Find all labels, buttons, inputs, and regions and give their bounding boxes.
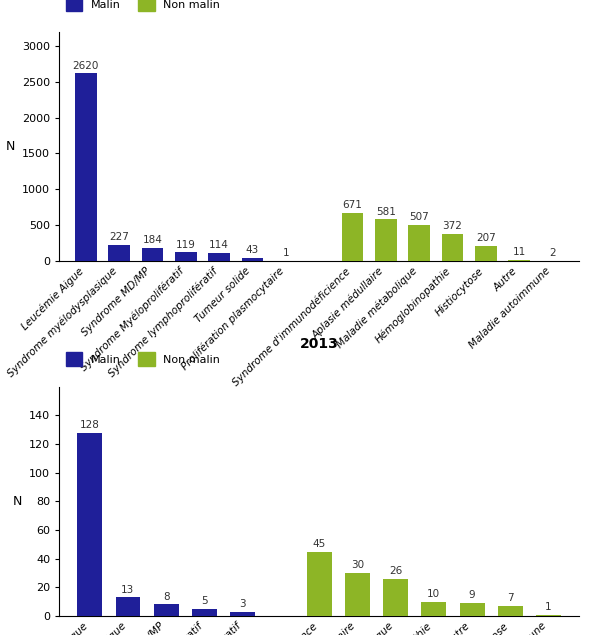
Bar xyxy=(460,603,485,616)
Bar xyxy=(475,246,496,261)
Bar xyxy=(192,609,217,616)
Bar xyxy=(208,253,230,261)
Text: 507: 507 xyxy=(410,212,429,222)
Bar xyxy=(383,578,408,616)
Text: 2: 2 xyxy=(549,248,556,258)
Text: 8: 8 xyxy=(163,592,170,602)
Text: 1: 1 xyxy=(545,602,552,612)
Text: 30: 30 xyxy=(351,560,364,570)
Y-axis label: N: N xyxy=(6,140,15,153)
Text: 1: 1 xyxy=(282,248,289,258)
Bar xyxy=(536,615,561,616)
Title: 2013: 2013 xyxy=(300,337,339,351)
Bar xyxy=(408,225,430,261)
Bar xyxy=(441,234,463,261)
Text: 581: 581 xyxy=(376,206,396,217)
Bar xyxy=(108,244,130,261)
Bar xyxy=(307,552,332,616)
Text: 11: 11 xyxy=(512,247,526,257)
Legend: Malin, Non malin: Malin, Non malin xyxy=(64,351,222,367)
Text: 2620: 2620 xyxy=(73,60,99,70)
Bar xyxy=(421,601,446,616)
Text: 26: 26 xyxy=(389,566,402,576)
Text: 114: 114 xyxy=(209,240,229,250)
Text: 43: 43 xyxy=(246,245,259,255)
Y-axis label: N: N xyxy=(13,495,22,508)
Text: 13: 13 xyxy=(121,585,135,594)
Text: 3: 3 xyxy=(239,599,246,609)
Text: 9: 9 xyxy=(469,591,475,600)
Bar xyxy=(154,605,178,616)
Text: 671: 671 xyxy=(343,200,362,210)
Text: 10: 10 xyxy=(427,589,440,599)
Text: 7: 7 xyxy=(507,593,514,603)
Bar xyxy=(142,248,163,261)
Bar xyxy=(342,213,363,261)
Bar xyxy=(115,598,140,616)
Bar xyxy=(498,606,523,616)
Bar xyxy=(242,258,264,261)
Text: 372: 372 xyxy=(443,222,462,232)
Legend: Malin, Non malin: Malin, Non malin xyxy=(64,0,222,12)
Bar xyxy=(508,260,530,261)
Text: 128: 128 xyxy=(80,420,100,430)
Bar xyxy=(345,573,370,616)
Text: 119: 119 xyxy=(176,239,196,250)
Text: 45: 45 xyxy=(313,538,326,549)
Bar xyxy=(230,612,255,616)
Text: 5: 5 xyxy=(201,596,207,606)
Bar xyxy=(75,73,96,261)
Bar xyxy=(175,252,197,261)
Text: 207: 207 xyxy=(476,233,496,243)
Bar xyxy=(375,219,397,261)
Text: 227: 227 xyxy=(109,232,129,242)
Text: 184: 184 xyxy=(142,235,163,245)
Bar xyxy=(77,432,102,616)
